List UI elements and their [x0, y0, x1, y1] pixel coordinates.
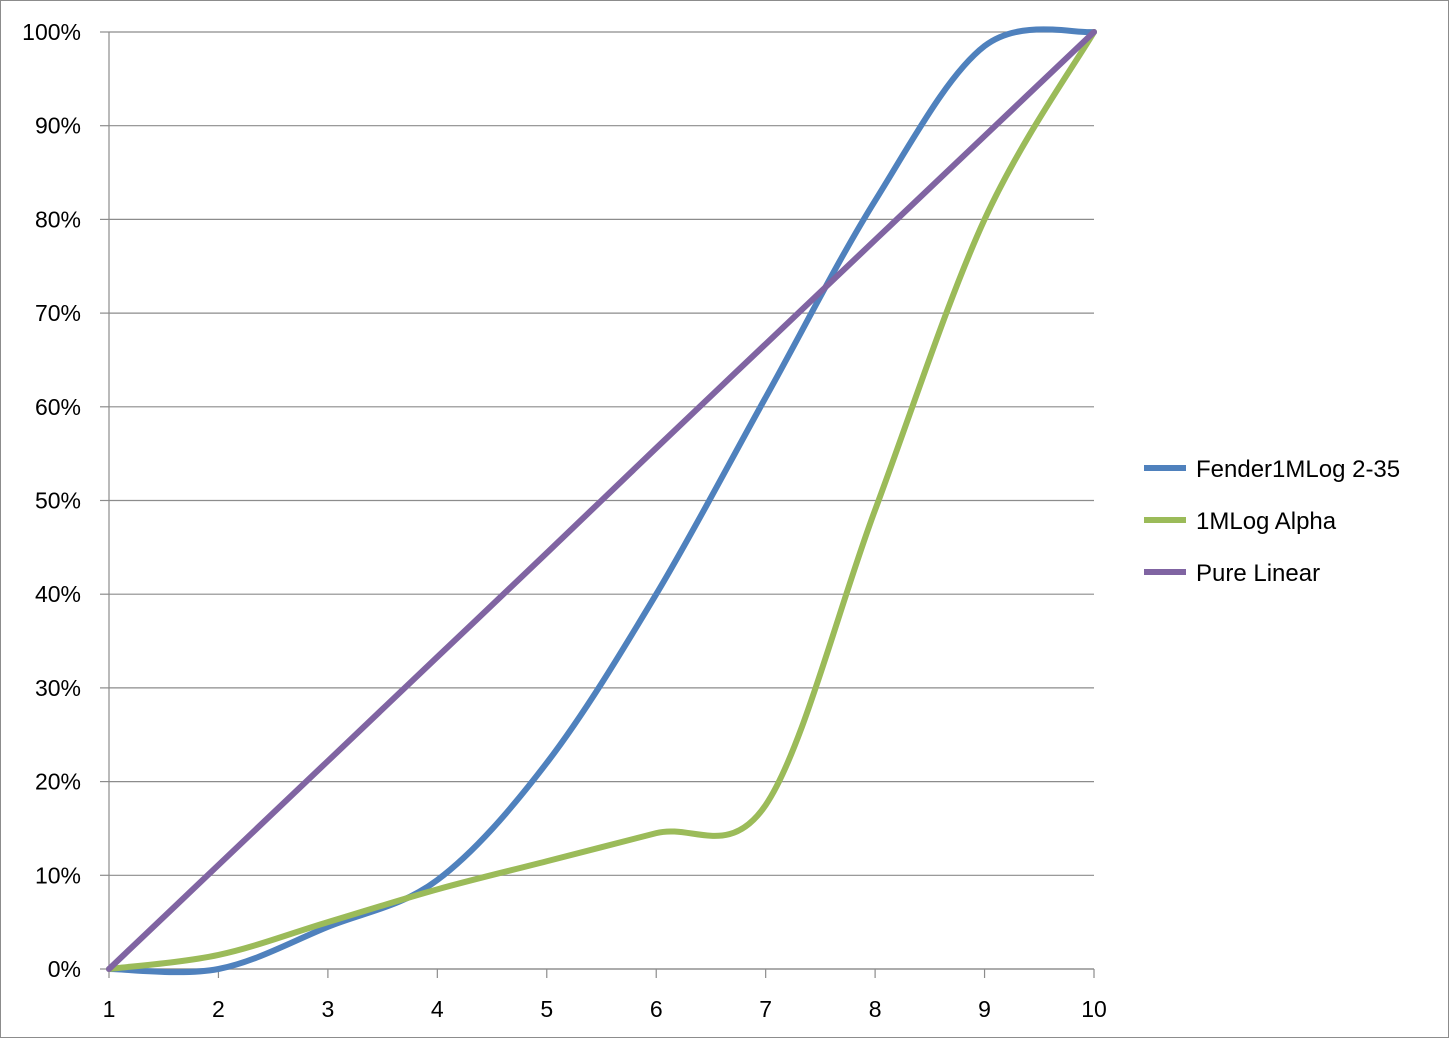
data-point-pure-linear: [544, 550, 550, 556]
data-point-fender1mlog-2-35: [653, 591, 659, 597]
data-point-1mlog-alpha: [544, 858, 550, 864]
x-tick-label: 8: [869, 996, 882, 1022]
x-tick-label: 5: [540, 996, 553, 1022]
y-tick-label: 40%: [35, 581, 81, 607]
y-tick-label: 10%: [35, 862, 81, 888]
x-tick-label: 6: [650, 996, 663, 1022]
data-point-pure-linear: [434, 654, 440, 660]
y-tick-label: 0%: [48, 956, 81, 982]
y-tick-label: 100%: [22, 19, 81, 45]
data-point-1mlog-alpha: [215, 952, 221, 958]
data-point-fender1mlog-2-35: [215, 966, 221, 972]
x-tick-label: 9: [978, 996, 991, 1022]
data-point-1mlog-alpha: [325, 919, 331, 925]
data-point-pure-linear: [653, 445, 659, 451]
data-point-1mlog-alpha: [434, 886, 440, 892]
data-point-fender1mlog-2-35: [872, 198, 878, 204]
y-tick-label: 60%: [35, 394, 81, 420]
data-point-1mlog-alpha: [872, 507, 878, 513]
y-axis-ticks: 0% 10% 20% 30% 40% 50% 60% 70% 80% 90% 100%: [22, 19, 81, 982]
series-line-1mlog-alpha: [106, 29, 1097, 972]
x-tick-label: 7: [759, 996, 772, 1022]
y-tick-label: 30%: [35, 675, 81, 701]
x-tick-label: 1: [103, 996, 116, 1022]
data-point-1mlog-alpha: [982, 216, 988, 222]
data-point-fender1mlog-2-35: [763, 394, 769, 400]
data-point-pure-linear: [1091, 29, 1097, 35]
series-line-fender1mlog-2-35: [106, 26, 1097, 976]
y-tick-label: 80%: [35, 206, 81, 232]
y-tick-label: 20%: [35, 769, 81, 795]
x-tick-label: 4: [431, 996, 444, 1022]
legend-label-pure-linear: Pure Linear: [1196, 560, 1320, 587]
data-point-1mlog-alpha: [763, 802, 769, 808]
data-point-pure-linear: [982, 133, 988, 139]
data-point-pure-linear: [106, 966, 112, 972]
data-point-fender1mlog-2-35: [982, 43, 988, 49]
y-tick-label: 90%: [35, 113, 81, 139]
legend-label-fender1mlog-2-35: Fender1MLog 2-35: [1196, 456, 1400, 483]
legend: Fender1MLog 2-35 1MLog Alpha Pure Linear: [1144, 456, 1400, 587]
axes: [100, 31, 1095, 978]
x-tick-label: 2: [212, 996, 225, 1022]
x-axis-ticks: 1 2 3 4 5 6 7 8 9 10: [103, 996, 1107, 1022]
data-point-1mlog-alpha: [653, 830, 659, 836]
series-line-pure-linear: [106, 29, 1097, 972]
data-point-pure-linear: [763, 341, 769, 347]
y-tick-label: 50%: [35, 488, 81, 514]
legend-label-1mlog-alpha: 1MLog Alpha: [1196, 508, 1337, 535]
data-point-pure-linear: [872, 237, 878, 243]
data-point-fender1mlog-2-35: [434, 877, 440, 883]
data-point-pure-linear: [215, 862, 221, 868]
x-tick-label: 3: [321, 996, 334, 1022]
series-lines: [106, 26, 1097, 976]
x-tick-label: 10: [1081, 996, 1107, 1022]
data-point-pure-linear: [325, 758, 331, 764]
y-tick-label: 70%: [35, 300, 81, 326]
data-point-fender1mlog-2-35: [544, 760, 550, 766]
